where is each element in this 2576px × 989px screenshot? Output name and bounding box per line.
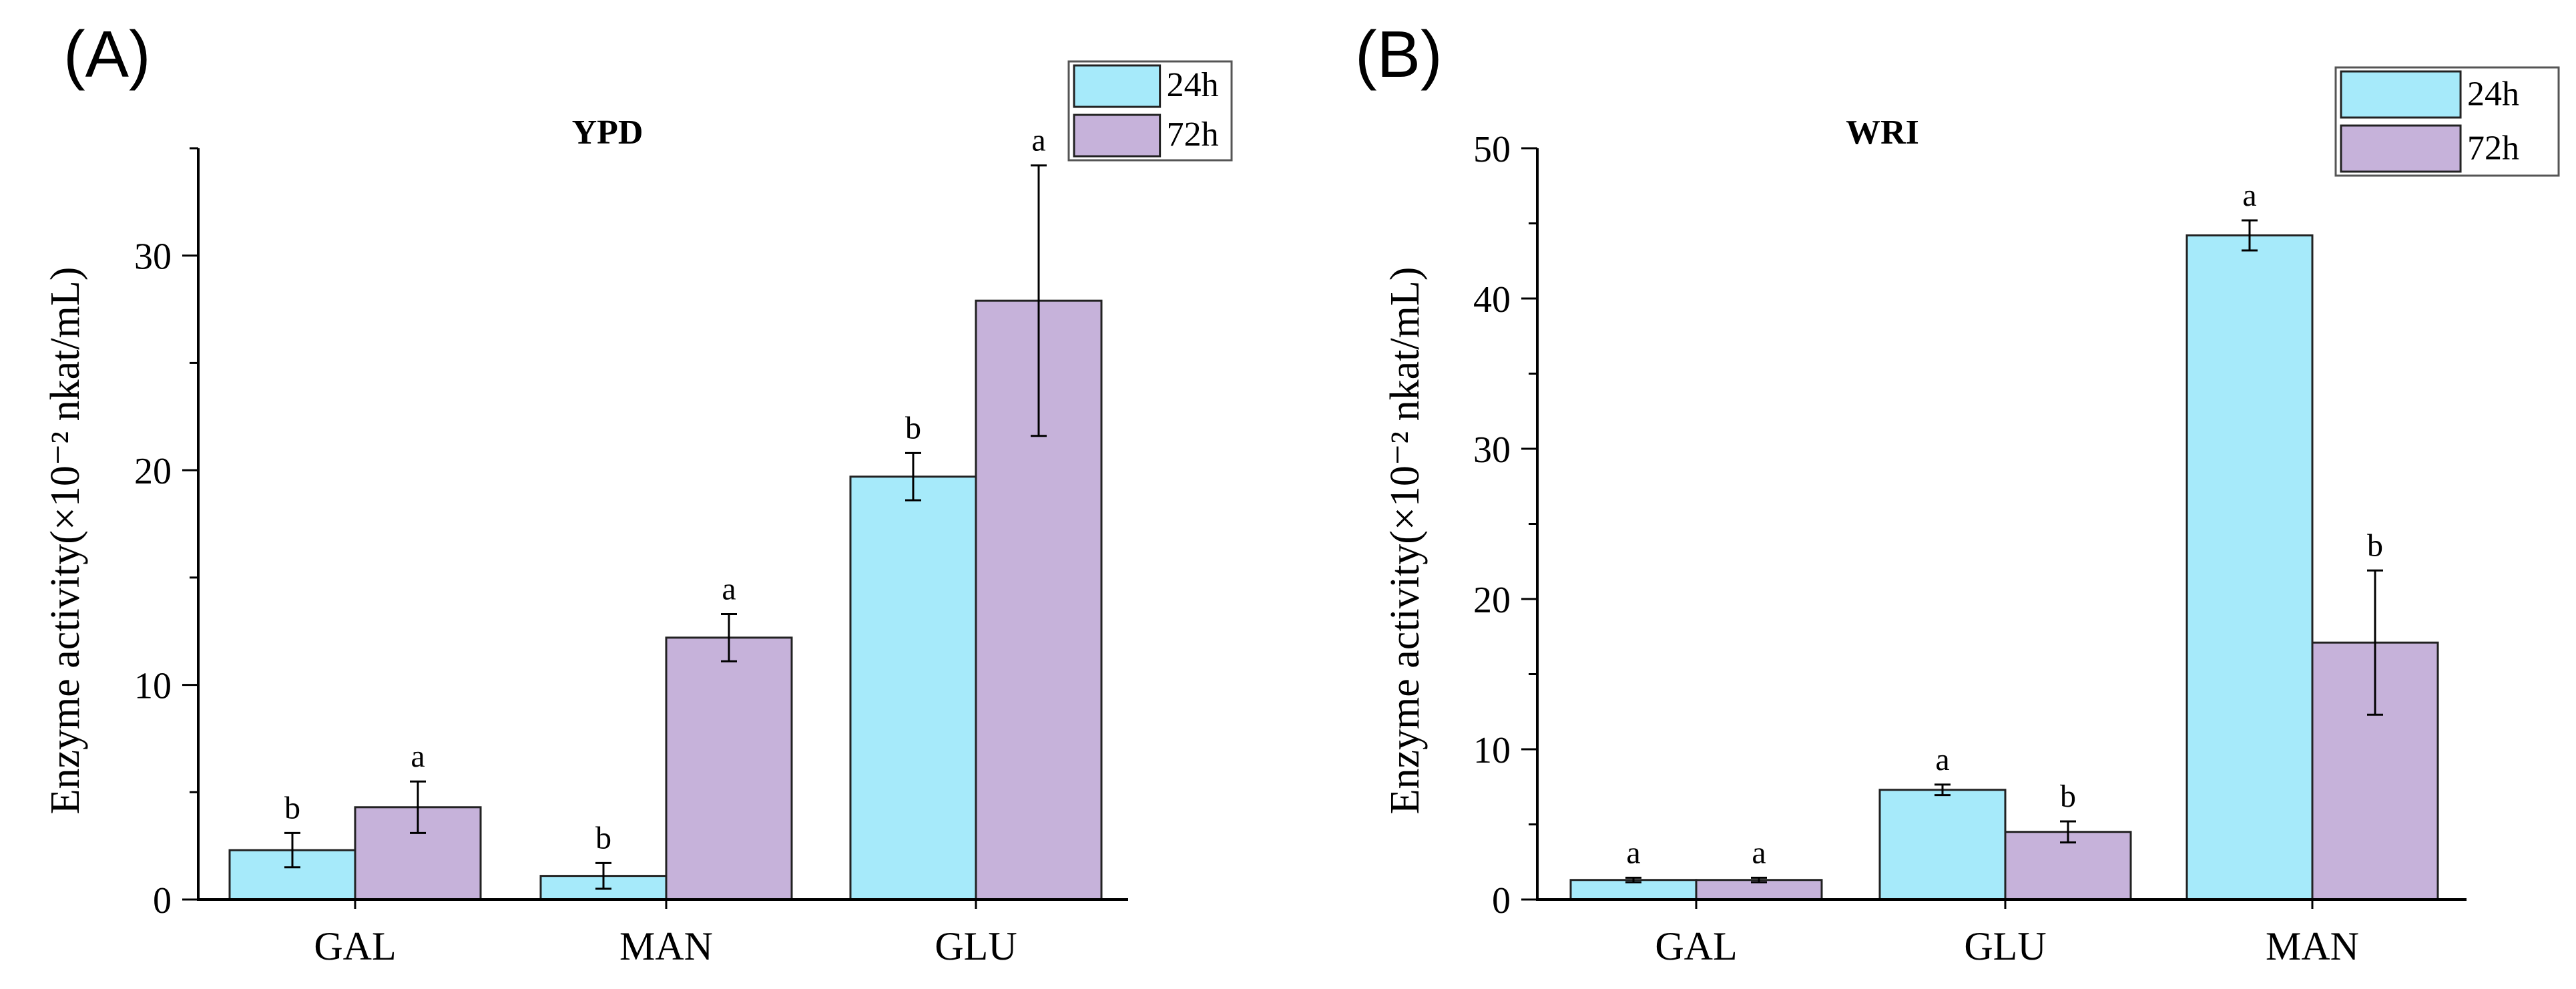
- y-tick-label: 30: [1473, 429, 1511, 471]
- legend-label-24h: 24h: [1167, 66, 1219, 104]
- panel-label: (B): [1355, 17, 1443, 91]
- x-tick-label: GAL: [1655, 924, 1737, 968]
- significance-label: a: [722, 572, 736, 607]
- y-tick-label: 0: [1492, 880, 1511, 922]
- chart-panel-b: (B) WRI a a GAL a b GLU a b MAN 0 10 20 30 40 50 Enzyme a…: [1355, 17, 2560, 968]
- significance-label: b: [595, 820, 611, 855]
- y-tick-label: 10: [1473, 730, 1511, 771]
- y-tick-label: 20: [1473, 580, 1511, 621]
- legend-label-72h: 72h: [2467, 130, 2519, 168]
- y-tick-label: 50: [1473, 129, 1511, 170]
- x-tick-label: GAL: [314, 924, 396, 968]
- y-axis-label: Enzyme activity(×10⁻² nkat/mL): [43, 267, 88, 815]
- chart-title: YPD: [572, 114, 643, 152]
- x-tick-label: GLU: [935, 924, 1017, 968]
- y-tick-label: 40: [1473, 279, 1511, 321]
- significance-label: a: [1626, 835, 1640, 870]
- chart-panel-a: (A) YPD b a GAL b a MAN b a GLU 0 10 20 30 Enzyme activ…: [43, 17, 1233, 968]
- significance-label: b: [2367, 528, 2383, 563]
- y-axis-label: Enzyme activity(×10⁻² nkat/mL): [1382, 267, 1428, 815]
- legend-swatch-72h: [2340, 124, 2462, 173]
- significance-label: b: [2060, 779, 2076, 814]
- x-tick-label: MAN: [619, 924, 713, 968]
- y-tick-label: 10: [134, 666, 172, 707]
- chart-title: WRI: [1846, 114, 1919, 152]
- bar-24h-GLU: [849, 475, 977, 901]
- legend-label-24h: 24h: [2467, 75, 2519, 114]
- x-tick-label: GLU: [1964, 924, 2046, 968]
- significance-label: a: [1935, 742, 1949, 777]
- significance-label: b: [284, 790, 300, 825]
- x-tick-label: MAN: [2266, 924, 2359, 968]
- significance-label: a: [411, 739, 425, 774]
- significance-label: b: [905, 410, 921, 445]
- legend-label-72h: 72h: [1167, 116, 1219, 154]
- legend-swatch-72h: [1073, 114, 1162, 158]
- y-tick-label: 20: [134, 451, 172, 492]
- significance-label: a: [2242, 178, 2256, 213]
- significance-label: a: [1031, 123, 1045, 158]
- significance-label: a: [1752, 835, 1766, 870]
- panel-label: (A): [63, 17, 151, 91]
- legend-swatch-24h: [1073, 64, 1162, 108]
- y-tick-label: 30: [134, 236, 172, 278]
- y-tick-label: 0: [153, 880, 172, 922]
- bar-24h-MAN: [2185, 234, 2314, 901]
- legend-swatch-24h: [2340, 70, 2462, 119]
- bar-24h-GLU: [1878, 789, 2007, 901]
- bar-72h-MAN: [665, 636, 793, 901]
